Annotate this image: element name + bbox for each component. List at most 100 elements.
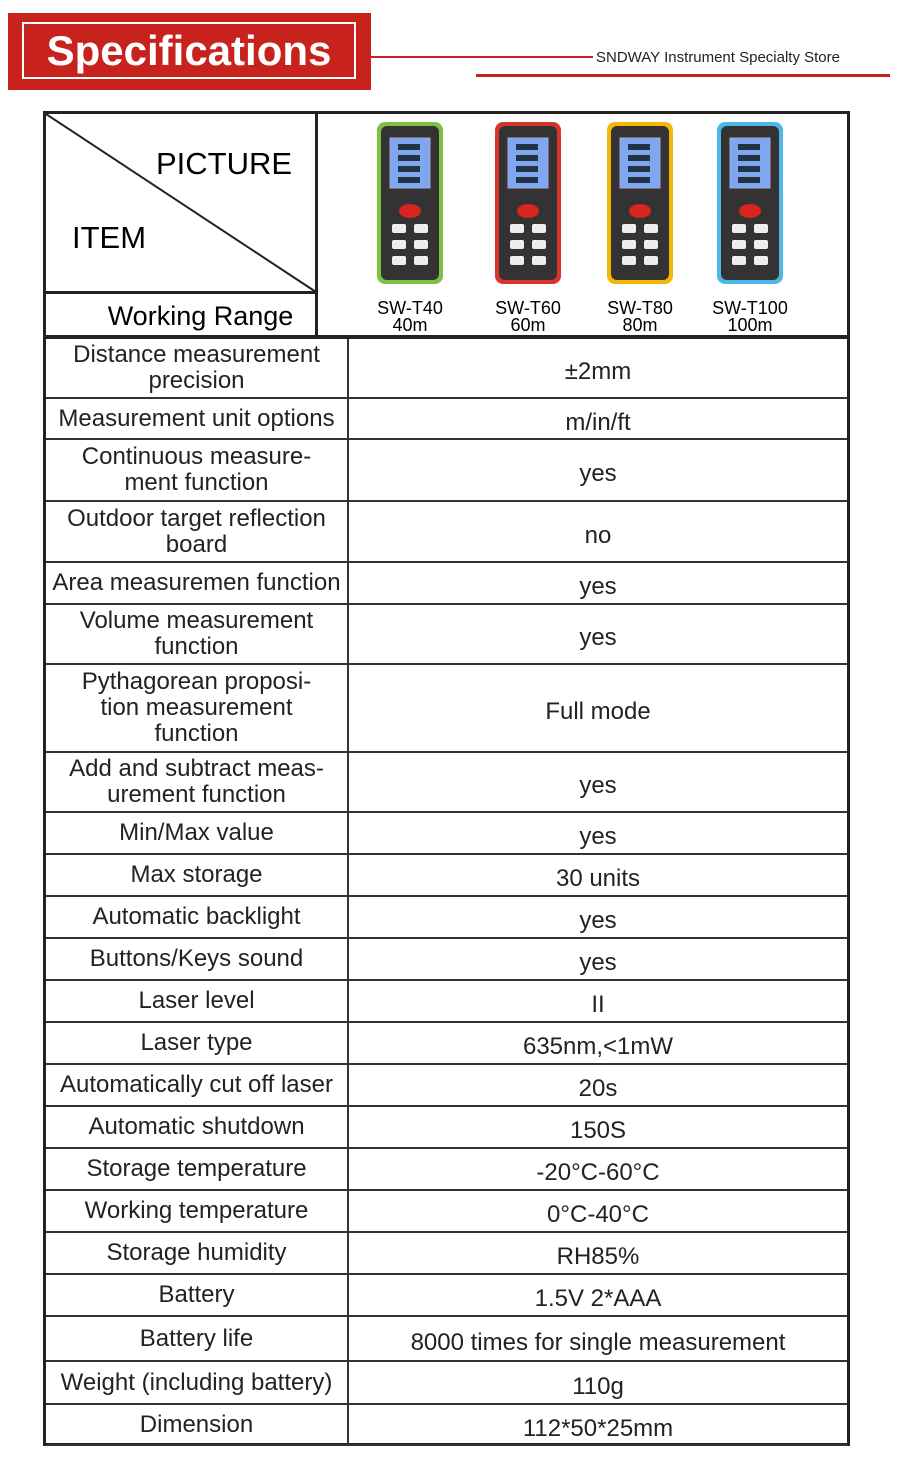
device-shape — [644, 240, 658, 249]
device-shape — [732, 224, 746, 233]
row-value: yes — [349, 939, 847, 981]
device-shape — [644, 256, 658, 265]
row-label: Area measuremen function — [46, 563, 349, 605]
device-shape — [622, 240, 636, 249]
rule — [46, 335, 847, 339]
row-value: 8000 times for single measurement — [349, 1317, 847, 1362]
device-shape — [622, 224, 636, 233]
row-value: 110g — [349, 1362, 847, 1405]
device-shape — [392, 256, 406, 265]
device-shape — [516, 155, 538, 161]
device-shape — [532, 240, 546, 249]
row-value: 30 units — [349, 855, 847, 897]
device-shape — [644, 224, 658, 233]
row-value: yes — [349, 563, 847, 605]
model-range: 100m — [727, 315, 773, 335]
device-shape — [398, 166, 420, 172]
device-shape — [532, 256, 546, 265]
row-label: Outdoor target reflection board — [46, 502, 349, 563]
device-shape — [622, 256, 636, 265]
device-shape — [628, 144, 650, 150]
device-shape — [414, 240, 428, 249]
corner-cell: PICTURE ITEM — [46, 114, 318, 294]
model-range: 80m — [622, 315, 658, 335]
range-label: Working Range — [46, 294, 318, 338]
row-value: 1.5V 2*AAA — [349, 1275, 847, 1317]
row-label: Add and subtract meas- urement function — [46, 753, 349, 813]
row-value: 635nm,<1mW — [349, 1023, 847, 1065]
row-value: II — [349, 981, 847, 1023]
device-shape — [754, 224, 768, 233]
model-range: 40m — [392, 315, 428, 335]
model-range: 60m — [510, 315, 546, 335]
row-value: -20°C-60°C — [349, 1149, 847, 1191]
device-shape — [629, 204, 651, 218]
device-shape — [516, 177, 538, 183]
title: Specifications — [22, 22, 356, 79]
row-label: Max storage — [46, 855, 349, 897]
device-shape — [517, 204, 539, 218]
device-shape — [516, 166, 538, 172]
row-label: Storage temperature — [46, 1149, 349, 1191]
row-label: Buttons/Keys sound — [46, 939, 349, 981]
device-shape — [738, 166, 760, 172]
row-label: Pythagorean proposi- tion measurement fu… — [46, 665, 349, 753]
device-shape — [738, 155, 760, 161]
device-shape — [532, 224, 546, 233]
device-shape — [516, 144, 538, 150]
row-label: Dimension — [46, 1405, 349, 1446]
diagonal — [46, 114, 317, 293]
row-label: Laser type — [46, 1023, 349, 1065]
row-label: Automatically cut off laser — [46, 1065, 349, 1107]
row-value: yes — [349, 440, 847, 502]
row-label: Min/Max value — [46, 813, 349, 855]
device-shape — [392, 224, 406, 233]
row-value: 150S — [349, 1107, 847, 1149]
model-name: SW-T100 — [712, 298, 788, 318]
rule — [476, 74, 890, 77]
device-shape — [738, 144, 760, 150]
model-name: SW-T60 — [495, 298, 561, 318]
row-value: RH85% — [349, 1233, 847, 1275]
row-value: 20s — [349, 1065, 847, 1107]
corner-top: PICTURE — [156, 146, 293, 181]
row-label: Volume measurement function — [46, 605, 349, 665]
device-images — [377, 122, 783, 284]
row-label: Weight (including battery) — [46, 1362, 349, 1405]
device-shape — [392, 240, 406, 249]
row-value: no — [349, 502, 847, 563]
store-name: SNDWAY Instrument Specialty Store — [596, 49, 840, 66]
row-label: Storage humidity — [46, 1233, 349, 1275]
device-shape — [398, 155, 420, 161]
row-value: yes — [349, 897, 847, 939]
row-label: Working temperature — [46, 1191, 349, 1233]
row-label: Continuous measure- ment function — [46, 440, 349, 502]
device-shape — [510, 256, 524, 265]
spec-table: PICTURE ITEM Working Range SW-T40 40m SW-T… — [43, 111, 850, 1446]
row-label: Measurement unit options — [46, 399, 349, 440]
device-shape — [628, 166, 650, 172]
row-value: 112*50*25mm — [349, 1405, 847, 1446]
device-shape — [510, 240, 524, 249]
row-label: Battery life — [46, 1317, 349, 1362]
device-shape — [628, 155, 650, 161]
device-shape — [732, 240, 746, 249]
device-shape — [754, 256, 768, 265]
row-value: ±2mm — [349, 339, 847, 399]
device-shape — [414, 224, 428, 233]
device-shape — [754, 240, 768, 249]
row-value: yes — [349, 605, 847, 665]
model-name: SW-T80 — [607, 298, 673, 318]
device-shape — [628, 177, 650, 183]
row-label: Distance measurement precision — [46, 339, 349, 399]
row-label: Automatic backlight — [46, 897, 349, 939]
device-shape — [398, 144, 420, 150]
row-value: 0°C-40°C — [349, 1191, 847, 1233]
row-value: Full mode — [349, 665, 847, 753]
device-shape — [414, 256, 428, 265]
device-shape — [399, 204, 421, 218]
row-label: Battery — [46, 1275, 349, 1317]
rule — [371, 56, 593, 58]
device-shape — [732, 256, 746, 265]
